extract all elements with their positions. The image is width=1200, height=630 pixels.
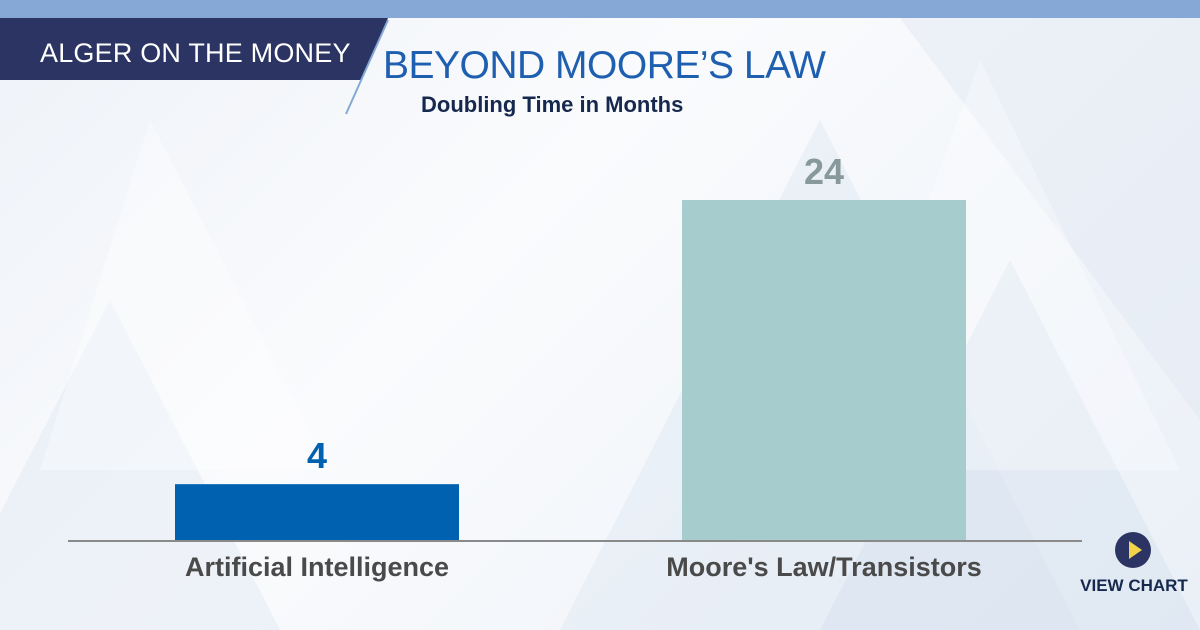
data-label: 24 [804, 151, 844, 192]
play-triangle [1129, 541, 1142, 559]
data-label: 4 [307, 435, 327, 476]
view-chart-button[interactable]: VIEW CHART [1072, 528, 1196, 600]
chart-title: BEYOND MOORE’S LAW [383, 44, 826, 87]
play-icon[interactable] [1115, 532, 1151, 568]
bar-artificial-intelligence [175, 484, 459, 541]
brand-banner [0, 18, 388, 80]
view-chart-label[interactable]: VIEW CHART [1080, 576, 1188, 595]
top-accent-bar [0, 0, 1200, 18]
category-label: Artificial Intelligence [185, 552, 449, 582]
brand-label: ALGER ON THE MONEY [40, 38, 351, 68]
category-label: Moore's Law/Transistors [666, 552, 982, 582]
bar-moores-law [682, 200, 966, 541]
chart-subtitle: Doubling Time in Months [421, 92, 684, 117]
title-divider [345, 19, 389, 115]
